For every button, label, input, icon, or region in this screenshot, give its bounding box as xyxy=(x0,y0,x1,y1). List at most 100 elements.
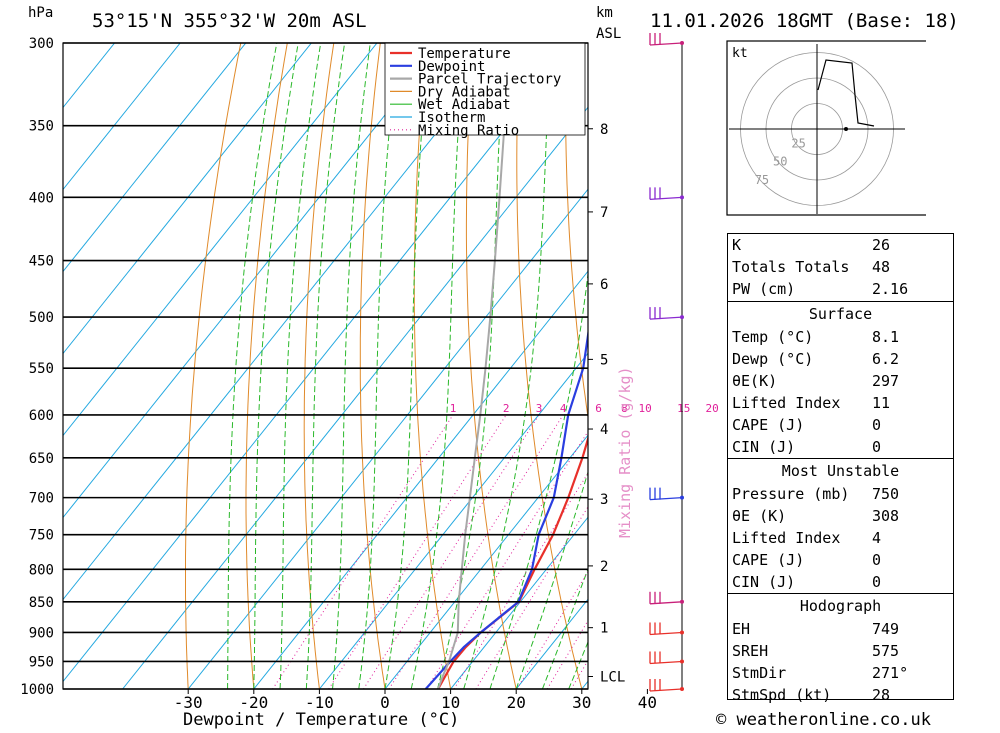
mixing-ratio-label: 15 xyxy=(677,402,690,415)
pressure-tick-label: 950 xyxy=(29,654,54,670)
wet-adiabat-line xyxy=(595,43,720,689)
legend-box xyxy=(384,42,586,136)
dry-adiabat-line xyxy=(245,43,288,689)
pressure-tick-label: 900 xyxy=(29,625,54,641)
isotherm-line xyxy=(319,352,588,689)
mixing-ratio-label: 8 xyxy=(621,402,628,415)
isotherm-line xyxy=(63,43,378,437)
surface-row: CIN (J) 0 xyxy=(732,438,882,456)
wet-adiabat-line xyxy=(227,43,278,689)
pressure-tick-label: 850 xyxy=(29,595,54,611)
mu-row: θE (K) 308 xyxy=(732,507,900,525)
mixing-ratio-label: 3 xyxy=(536,402,543,415)
hodograph-ring-label: 75 xyxy=(755,173,769,187)
pressure-tick-label: 800 xyxy=(29,562,54,578)
index-row-k: K 26 xyxy=(732,236,891,254)
legend-label: Dewpoint xyxy=(418,59,485,75)
dry-adiabat-line xyxy=(185,43,242,689)
wet-adiabat-line xyxy=(541,567,588,689)
isotherm-line xyxy=(63,43,312,355)
series-line-temperature xyxy=(437,435,588,689)
hodograph-unit-label: kt xyxy=(732,46,748,61)
series-line-dewpoint xyxy=(424,327,588,689)
mu-row: Pressure (mb) 750 xyxy=(732,485,900,503)
isotherm-line xyxy=(63,43,115,109)
mixing-ratio-line xyxy=(388,414,564,689)
skewt-chart: 3003504004505005506006507007508008509009… xyxy=(20,33,720,712)
wet-adiabat-line xyxy=(305,43,346,689)
mixing-ratio-line xyxy=(570,659,588,689)
height-unit-label: km xyxy=(596,5,613,21)
wet-adiabat-line xyxy=(489,269,588,689)
surface-title: Surface xyxy=(808,305,873,323)
wet-adiabat-line xyxy=(332,43,371,689)
hodograph: kt 25 50 75 xyxy=(726,40,926,216)
pressure-tick-label: 650 xyxy=(29,451,54,467)
height-tick-label: 5 xyxy=(600,352,608,368)
hodo-row: SREH 575 xyxy=(732,642,900,660)
dry-adiabat-line xyxy=(565,43,588,421)
credit-text: © weatheronline.co.uk xyxy=(716,710,931,730)
hodograph-ring-label: 50 xyxy=(773,155,787,169)
isotherm-line xyxy=(713,43,720,689)
hodo-row: StmSpd (kt) 28 xyxy=(732,686,891,704)
mu-row: Lifted Index 4 xyxy=(732,529,882,547)
mixing-ratio-axis-label: Mixing Ratio (g/kg) xyxy=(616,366,634,538)
dry-adiabat-line xyxy=(706,43,720,689)
pressure-tick-label: 1000 xyxy=(20,682,54,698)
dry-adiabat-line xyxy=(659,43,720,689)
wet-adiabat-line xyxy=(463,43,552,689)
surface-row: Temp (°C) 8.1 xyxy=(732,328,900,346)
dry-adiabat-line xyxy=(413,43,452,689)
x-tick-label: 20 xyxy=(507,693,526,712)
mixing-ratio-line xyxy=(453,472,588,689)
isotherm-line xyxy=(515,598,588,689)
surface-row: θE(K) 297 xyxy=(732,372,900,390)
x-tick-label: 30 xyxy=(572,693,591,712)
pressure-tick-label: 700 xyxy=(29,491,54,507)
isotherm-line xyxy=(647,43,720,689)
mixing-ratio-line xyxy=(363,414,540,689)
dry-adiabat-line xyxy=(613,43,713,689)
pressure-tick-label: 750 xyxy=(29,528,54,544)
legend-label: Parcel Trajectory xyxy=(418,72,561,88)
isotherm-line xyxy=(63,43,575,683)
pressure-unit-label: hPa xyxy=(28,5,54,21)
legend-label: Temperature xyxy=(418,46,511,62)
pressure-tick-label: 350 xyxy=(29,119,54,135)
wet-adiabat-line xyxy=(647,43,720,689)
series-line-parcel-trajectory xyxy=(437,43,513,689)
wet-adiabat-line xyxy=(384,43,430,689)
most-unstable-title: Most Unstable xyxy=(781,462,900,480)
legend-label: Dry Adiabat xyxy=(418,84,511,100)
pressure-tick-label: 500 xyxy=(29,310,54,326)
surface-row: CAPE (J) 0 xyxy=(732,416,882,434)
hodo-row: StmDir 271° xyxy=(732,664,909,682)
isotherm-line xyxy=(187,188,588,689)
dry-adiabat-line xyxy=(465,43,517,689)
x-tick-label: 0 xyxy=(380,693,390,712)
pressure-tick-label: 400 xyxy=(29,190,54,206)
mixing-ratio-line xyxy=(516,570,588,689)
height-tick-label: 3 xyxy=(600,492,608,508)
height-tick-label: 7 xyxy=(600,205,608,221)
surface-row: Lifted Index 11 xyxy=(732,394,891,412)
hodo-row: EH 749 xyxy=(732,620,900,638)
wet-adiabat-line xyxy=(621,43,720,689)
hodograph-ring-label: 25 xyxy=(791,136,805,150)
mixing-ratio-label: 4 xyxy=(560,402,567,415)
x-tick-label: -20 xyxy=(239,693,268,712)
storm-motion-marker xyxy=(844,127,848,131)
wet-adiabat-line xyxy=(253,43,299,689)
legend-label: Isotherm xyxy=(418,110,485,126)
location-title: 53°15'N 355°32'W 20m ASL xyxy=(92,10,367,32)
height-tick-label: 6 xyxy=(600,277,608,293)
height-tick-label: 8 xyxy=(600,122,608,138)
pressure-tick-label: 550 xyxy=(29,361,54,377)
isotherm-line xyxy=(122,106,588,689)
isotherm-line xyxy=(253,270,588,689)
height-tick-label: LCL xyxy=(600,670,625,686)
mixing-ratio-label: 2 xyxy=(503,402,510,415)
wet-adiabat-line xyxy=(515,470,588,689)
